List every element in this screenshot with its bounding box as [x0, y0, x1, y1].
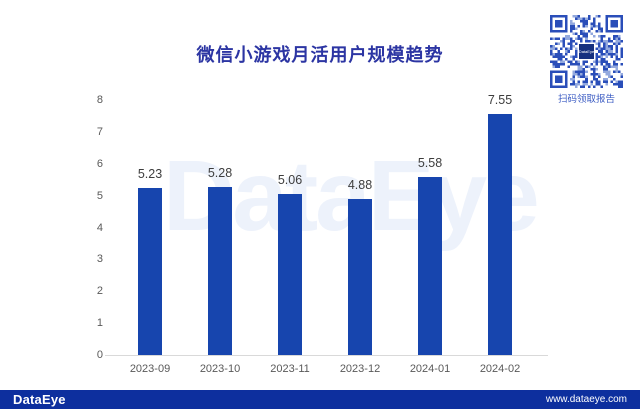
bar-value-label: 4.88: [347, 178, 373, 193]
footer-bar: DataEye www.dataeye.com: [0, 390, 640, 409]
bar-2023-11: [278, 193, 302, 355]
svg-text:DataEye: DataEye: [579, 49, 595, 54]
qr-caption: 扫码领取报告: [557, 94, 615, 105]
x-axis-line: [105, 355, 548, 356]
y-axis-tick-label: 0: [96, 349, 103, 361]
dataeye-logo: DataEye: [13, 392, 66, 407]
y-axis-tick-label: 1: [96, 317, 103, 330]
y-axis-tick-label: 8: [96, 94, 103, 106]
bar-2024-02: [488, 114, 512, 355]
y-axis-tick-label: 3: [96, 253, 103, 266]
y-axis-tick-label: 6: [96, 157, 103, 170]
bar-value-label: 5.23: [137, 167, 163, 182]
bar-value-label: 5.06: [277, 172, 303, 187]
qr-code: DataEye: [550, 15, 623, 88]
page-title: 微信小游戏月活用户规模趋势: [196, 45, 444, 65]
y-axis-tick-label: 4: [96, 221, 103, 234]
bar-2023-09: [138, 188, 162, 355]
y-axis-tick-label: 7: [96, 125, 103, 138]
x-axis-tick-label: 2023-09: [129, 363, 171, 375]
x-axis-tick-label: 2023-11: [270, 363, 310, 375]
x-axis-tick-label: 2023-12: [339, 363, 381, 375]
y-axis-tick-label: 5: [96, 189, 103, 202]
bar-2023-12: [348, 199, 372, 355]
footer-url: www.dataeye.com: [545, 394, 627, 405]
qr-block: DataEye 扫码领取报告: [550, 15, 623, 105]
bar-value-label: 5.28: [207, 165, 233, 180]
bar-value-label: 5.58: [417, 156, 443, 171]
y-axis-tick-label: 2: [96, 285, 103, 298]
bar-2023-10: [208, 186, 232, 355]
bar-2024-01: [418, 177, 442, 355]
x-axis-tick-label: 2024-02: [479, 363, 521, 375]
x-axis-tick-label: 2023-10: [199, 363, 241, 375]
x-axis-tick-label: 2024-01: [409, 363, 451, 375]
bar-value-label: 7.55: [487, 93, 513, 108]
